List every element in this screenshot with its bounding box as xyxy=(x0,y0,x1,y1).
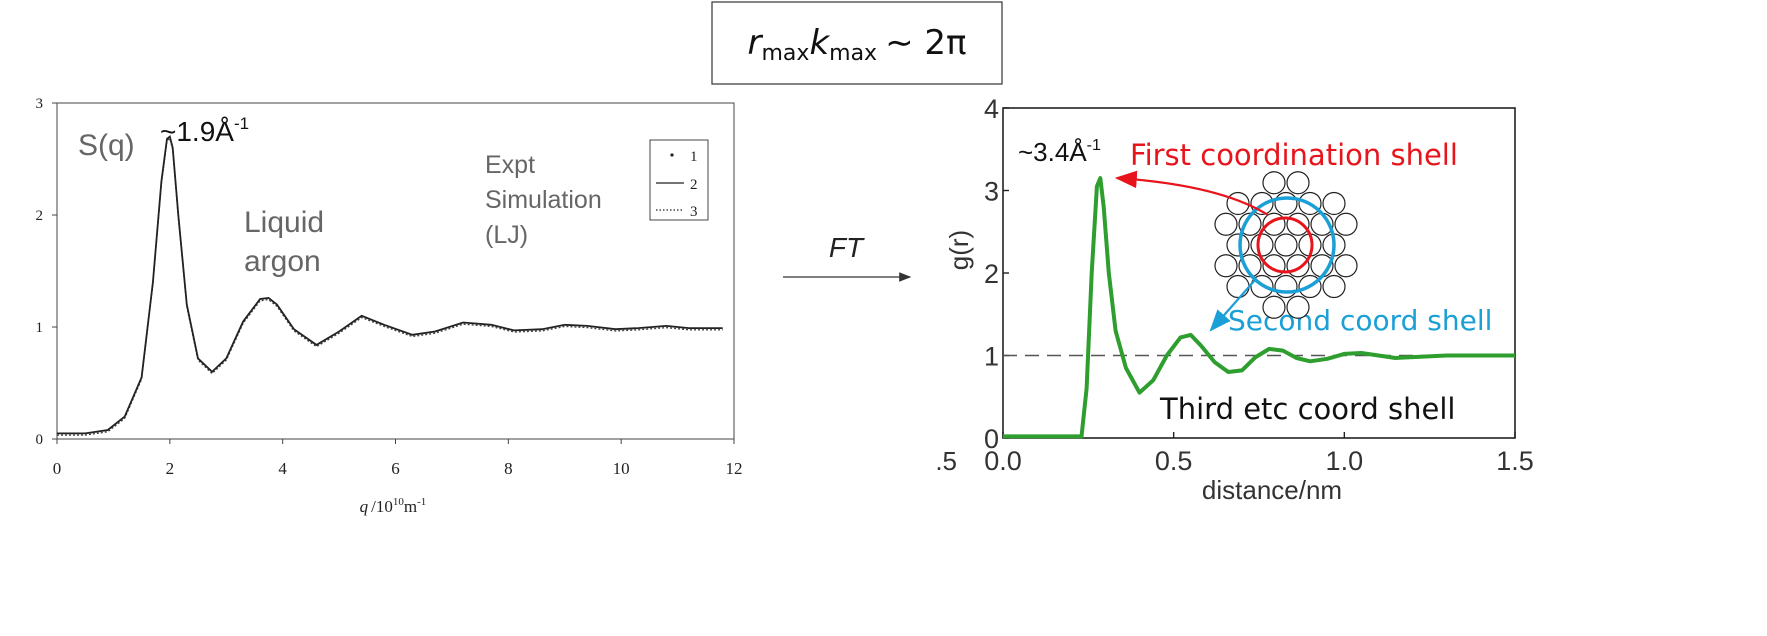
atom xyxy=(1214,254,1238,278)
sq-label: S(q) xyxy=(78,129,135,162)
atom xyxy=(1286,295,1310,319)
gr-x-axis-label: distance/nm xyxy=(1202,475,1342,505)
atom xyxy=(1226,274,1250,299)
second-shell-arrow xyxy=(1209,279,1256,332)
third-shell-label: Third etc coord shell xyxy=(1159,392,1455,426)
atom xyxy=(1262,171,1286,195)
liquid-argon-line1: Liquid xyxy=(244,206,324,239)
sq-plot-frame xyxy=(56,102,735,440)
legend-entry-2: 2 xyxy=(690,177,698,193)
first-shell-ring xyxy=(1256,216,1314,274)
atom xyxy=(1322,274,1346,299)
gr-y-tick-label: 0 xyxy=(984,424,999,454)
atom xyxy=(1238,254,1262,278)
atom xyxy=(1262,295,1286,319)
gr-series-line xyxy=(1003,176,1515,439)
legend-entry-3: 3 xyxy=(690,204,698,220)
gr-x-tick-label: 1.5 xyxy=(1496,446,1534,476)
atom xyxy=(1286,171,1310,195)
sq-x-tick-label: 6 xyxy=(391,459,400,478)
atom xyxy=(1286,212,1310,236)
expt-label: Expt xyxy=(485,151,535,179)
legend-entry-1: 1 xyxy=(690,149,698,165)
liquid-argon-line2: argon xyxy=(244,245,321,278)
sq-x-tick-label: 2 xyxy=(166,459,175,478)
sq-x-tick-label: 10 xyxy=(613,459,630,478)
atom xyxy=(1322,191,1346,216)
first-shell-arrow xyxy=(1114,170,1269,216)
gr-axis-ticks: 0.0 0.5 1.0 1.5 0 1 2 3 4 xyxy=(984,94,1534,476)
atom xyxy=(1238,212,1262,236)
simulation-label: Simulation xyxy=(485,186,602,214)
gr-peak-label: ~3.4Å-1 xyxy=(1018,137,1101,167)
sq-y-tick-label: 2 xyxy=(36,208,44,224)
ft-transform-arrow: FT xyxy=(783,232,912,282)
sq-y-tick-label: 0 xyxy=(36,432,44,448)
sq-x-tick-label: 8 xyxy=(504,459,513,478)
sq-x-tick-label: 12 xyxy=(726,459,743,478)
sq-x-tick-label: 0 xyxy=(53,459,62,478)
atom xyxy=(1274,191,1298,216)
gr-y-tick-label: 3 xyxy=(984,177,999,207)
sq-peak-label: ~1.9Å-1 xyxy=(160,114,249,147)
sq-series-3-line xyxy=(57,137,723,436)
atom xyxy=(1334,254,1358,278)
atom xyxy=(1226,233,1250,257)
sq-legend: 1 2 3 xyxy=(649,139,709,221)
lj-label: (LJ) xyxy=(485,221,528,249)
sq-x-tick-label: 4 xyxy=(278,459,287,478)
gr-y-tick-label: 1 xyxy=(984,342,999,372)
atom xyxy=(1214,212,1238,236)
sq-y-tick-label: 1 xyxy=(36,320,44,336)
sq-y-tick-label: 3 xyxy=(36,96,44,112)
gr-x-tick-label: 1.0 xyxy=(1326,446,1364,476)
gr-x-tick-label: 0.5 xyxy=(1155,446,1193,476)
gr-chart: 0.0 0.5 1.0 1.5 0 1 2 3 4 g(r) distance/nm .5 ~3… xyxy=(935,94,1533,505)
ft-label: FT xyxy=(829,232,865,263)
gr-extra-tick-label: .5 xyxy=(935,446,957,476)
formula-frame xyxy=(711,1,1003,85)
gr-y-axis-label: g(r) xyxy=(944,230,974,270)
formula-box: rmaxkmax ∼ 2π xyxy=(711,1,1003,85)
sq-x-axis-label: q/1010m-1 xyxy=(360,496,427,516)
atom xyxy=(1334,212,1358,236)
atom xyxy=(1274,274,1298,299)
atom xyxy=(1274,233,1298,257)
gr-x-tick-label: 0.0 xyxy=(984,446,1022,476)
gr-y-tick-label: 4 xyxy=(984,94,999,124)
second-shell-ring xyxy=(1238,196,1336,294)
sq-series-2-line xyxy=(57,135,723,435)
sq-legend-frame xyxy=(649,139,709,221)
atom xyxy=(1250,233,1274,257)
legend-marker-1 xyxy=(670,153,674,157)
first-shell-label: First coordination shell xyxy=(1130,138,1458,172)
gr-y-tick-label: 2 xyxy=(984,259,999,289)
atom xyxy=(1286,254,1310,278)
formula-text: rmaxkmax ∼ 2π xyxy=(748,23,967,66)
